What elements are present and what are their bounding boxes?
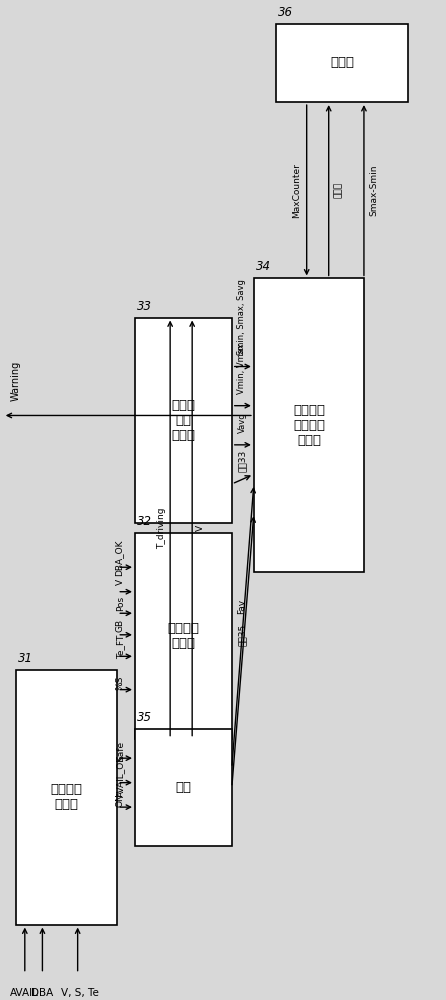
Text: 状态35: 状态35 <box>237 623 247 646</box>
Text: MaxCounter: MaxCounter <box>293 163 301 218</box>
Text: Fav: Fav <box>237 599 247 614</box>
Text: 激活: 激活 <box>175 781 191 794</box>
Text: 36: 36 <box>278 6 293 19</box>
Text: Smax-Smin: Smax-Smin <box>369 165 378 216</box>
FancyBboxPatch shape <box>135 533 232 739</box>
Text: V: V <box>116 579 125 585</box>
Text: 所检测的
永久滑移
的计数: 所检测的 永久滑移 的计数 <box>293 404 325 447</box>
Text: Pos: Pos <box>116 596 125 611</box>
FancyBboxPatch shape <box>135 729 232 846</box>
Text: DBA: DBA <box>31 988 54 998</box>
Text: 加，减: 加，减 <box>334 182 343 198</box>
Text: Safe: Safe <box>116 741 125 761</box>
FancyBboxPatch shape <box>254 278 364 572</box>
Text: 输入数据
的处理: 输入数据 的处理 <box>51 783 83 811</box>
FancyBboxPatch shape <box>16 670 117 925</box>
Text: 33: 33 <box>137 300 152 313</box>
Text: 34: 34 <box>256 260 271 273</box>
Text: V: V <box>196 525 205 531</box>
Text: 滑移和
速度
的计算: 滑移和 速度 的计算 <box>171 399 195 442</box>
Text: Vmin, Vmax: Vmin, Vmax <box>237 343 247 394</box>
Text: 状态33: 状态33 <box>237 450 247 472</box>
Text: V, S, Te: V, S, Te <box>61 988 99 998</box>
Text: DBA_OK: DBA_OK <box>114 539 123 576</box>
Text: 31: 31 <box>18 652 33 665</box>
Text: %S: %S <box>116 676 125 690</box>
Text: Te_FT: Te_FT <box>116 634 125 659</box>
Text: Smin, Smax, Savg: Smin, Smax, Savg <box>237 279 247 355</box>
Text: 35: 35 <box>137 711 152 724</box>
Text: ON: ON <box>116 793 125 807</box>
Text: T_driving: T_driving <box>157 507 166 549</box>
FancyBboxPatch shape <box>276 24 408 102</box>
Text: GB: GB <box>116 618 125 632</box>
Text: 计数器: 计数器 <box>330 56 354 69</box>
Text: Vavg: Vavg <box>237 412 247 433</box>
Text: AVAIL: AVAIL <box>10 988 39 998</box>
Text: 行驶条件
的检测: 行驶条件 的检测 <box>167 622 199 650</box>
FancyBboxPatch shape <box>135 318 232 523</box>
Text: 32: 32 <box>137 515 152 528</box>
Text: Warning: Warning <box>11 361 21 401</box>
Text: AVAIL_OK: AVAIL_OK <box>116 755 125 797</box>
